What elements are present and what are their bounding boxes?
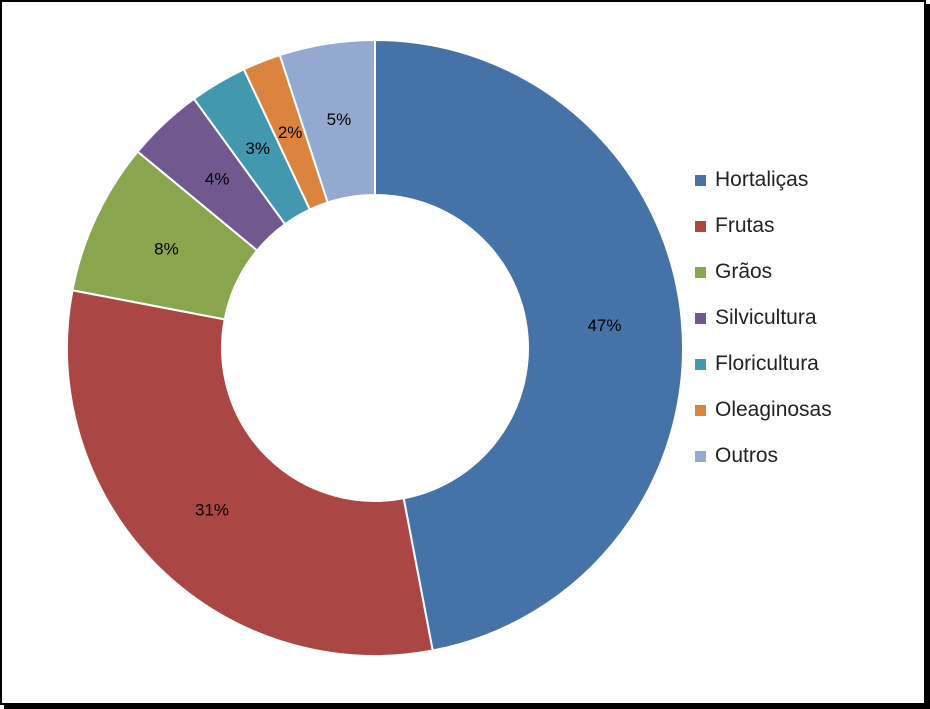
legend-swatch-4 bbox=[695, 358, 706, 370]
legend-item-2: Grãos bbox=[695, 249, 895, 295]
slice-label-3: 4% bbox=[205, 169, 230, 188]
legend-label-5: Oleaginosas bbox=[715, 398, 832, 421]
legend-swatch-2 bbox=[695, 266, 706, 278]
legend-swatch-6 bbox=[695, 450, 706, 462]
legend-item-4: Floricultura bbox=[695, 341, 895, 387]
legend-item-3: Silvicultura bbox=[695, 295, 895, 341]
legend-label-2: Grãos bbox=[715, 260, 773, 283]
slice-label-2: 8% bbox=[154, 239, 179, 258]
legend-item-1: Frutas bbox=[695, 203, 895, 249]
slice-label-1: 31% bbox=[195, 500, 229, 519]
legend-item-6: Outros bbox=[695, 433, 895, 479]
legend-swatch-3 bbox=[695, 312, 706, 324]
legend-label-0: Hortaliças bbox=[715, 168, 809, 191]
slice-label-6: 5% bbox=[327, 110, 352, 129]
legend-label-3: Silvicultura bbox=[715, 306, 817, 329]
slice-label-0: 47% bbox=[587, 316, 621, 335]
legend-label-4: Floricultura bbox=[715, 352, 819, 375]
legend-item-0: Hortaliças bbox=[695, 157, 895, 203]
slice-6 bbox=[278, 38, 376, 204]
legend-item-5: Oleaginosas bbox=[695, 387, 895, 433]
legend-swatch-1 bbox=[695, 220, 706, 232]
legend-swatch-0 bbox=[695, 174, 706, 186]
legend-swatch-5 bbox=[695, 404, 706, 416]
slice-0 bbox=[374, 38, 684, 652]
slice-label-5: 2% bbox=[278, 123, 303, 142]
legend-label-1: Frutas bbox=[715, 214, 775, 237]
slice-label-4: 3% bbox=[245, 139, 270, 158]
legend: Hortaliças Frutas Grãos Silvicultura Floricu… bbox=[695, 157, 895, 479]
legend-label-6: Outros bbox=[715, 444, 779, 467]
slice-1 bbox=[66, 289, 434, 657]
